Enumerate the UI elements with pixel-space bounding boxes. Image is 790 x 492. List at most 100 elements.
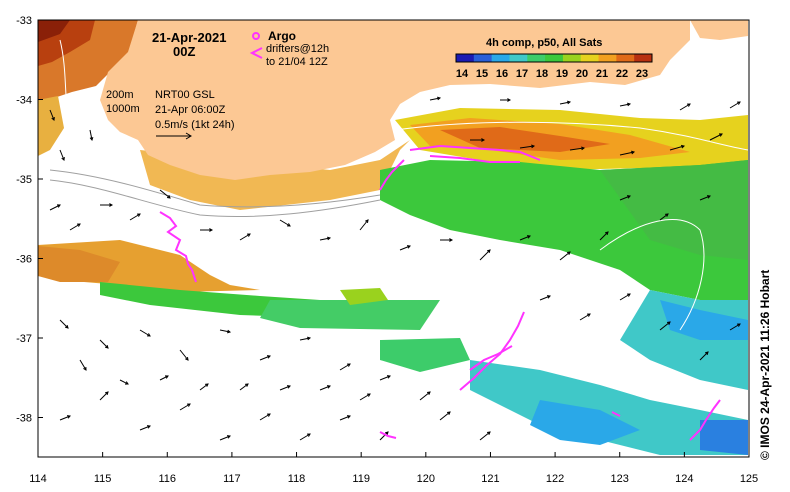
colorbar-tick-label: 14 [456, 68, 469, 80]
colorbar-tick-label: 18 [536, 68, 548, 80]
colorbar-swatch [509, 54, 528, 62]
colorbar-swatch [491, 54, 510, 62]
current-arrowhead [718, 133, 723, 137]
colorbar-swatch [562, 54, 582, 62]
current-arrowhead [704, 351, 709, 356]
current-arrowhead [626, 102, 632, 107]
x-axis: 114 115 116 117 118 119 120 121 122 123 124 125 [29, 452, 758, 485]
x-tick-label: 119 [352, 473, 370, 485]
argo-marker-icon [252, 32, 260, 40]
current-arrowhead [136, 213, 141, 217]
x-tick-label: 116 [158, 473, 176, 485]
current-arrowhead [436, 96, 442, 101]
current-arrowhead [449, 238, 454, 242]
current-arrowhead [64, 324, 69, 329]
x-tick-label: 118 [288, 473, 306, 485]
current-vectors [49, 96, 741, 441]
current-arrowhead [104, 391, 109, 396]
isobath-label-200: 200m [106, 89, 134, 101]
current-arrowhead [61, 156, 65, 161]
y-tick-label: -35 [16, 174, 32, 186]
drifter-track [379, 159, 405, 191]
current-arrowhead [680, 144, 686, 149]
current-arrowhead [546, 295, 551, 299]
current-arrowhead [185, 356, 189, 361]
map-frame [37, 19, 750, 458]
colorbar-swatch [580, 54, 600, 62]
drifter-track [379, 431, 397, 439]
colorbar-title: 4h comp, p50, All Sats [486, 37, 602, 49]
credit-text: © IMOS 24-Apr-2021 11:26 Hobart [758, 269, 772, 460]
current-arrowhead [266, 355, 271, 359]
scale-label: 0.5m/s (1kt 24h) [155, 119, 234, 131]
colorbar [455, 53, 653, 63]
current-arrowhead [104, 344, 109, 349]
current-arrowhead [346, 363, 351, 367]
y-tick-label: -33 [16, 15, 32, 27]
current-arrowhead [226, 435, 231, 439]
legend-argo-label: Argo [268, 29, 296, 43]
current-arrowhead [124, 381, 129, 385]
x-tick-label: 124 [675, 473, 693, 485]
current-arrowhead [486, 431, 491, 435]
colorbar-tick-label: 20 [576, 68, 588, 80]
drifter-track [159, 211, 197, 283]
current-arrowhead [486, 249, 491, 254]
colorbar-tick-label: 23 [636, 68, 648, 80]
isobath-label-1000: 1000m [106, 103, 140, 115]
x-tick-label: 123 [611, 473, 629, 485]
colorbar-tick-label: 22 [616, 68, 628, 80]
current-arrowhead [164, 375, 169, 379]
colorbar-tick-label: 17 [516, 68, 528, 80]
current-arrowhead [426, 391, 431, 395]
colorbar-swatch [456, 54, 475, 62]
current-arrowhead [51, 116, 55, 121]
current-arrowhead [204, 383, 209, 387]
current-arrowhead [626, 293, 631, 297]
current-arrowhead [109, 203, 114, 207]
current-arrowhead [626, 195, 631, 199]
x-tick-label: 115 [94, 473, 112, 485]
colorbar-swatch [634, 54, 653, 62]
colorbar-tick-label: 16 [496, 68, 508, 80]
current-arrowhead [244, 383, 249, 387]
current-arrowhead [166, 195, 171, 199]
colorbar-swatch [473, 54, 493, 62]
drifter-track [469, 345, 513, 371]
map-time: 00Z [173, 44, 195, 59]
current-arrowhead [706, 195, 711, 199]
current-arrowhead [286, 223, 291, 227]
current-arrowhead [630, 150, 636, 155]
drifter-tracks [159, 144, 721, 441]
y-tick-label: -37 [16, 333, 32, 345]
x-tick-label: 121 [481, 473, 499, 485]
map-date: 21-Apr-2021 [152, 30, 226, 45]
legend-drifters-label-2: to 21/04 12Z [266, 56, 328, 68]
current-arrowhead [146, 425, 151, 429]
current-arrowhead [384, 431, 389, 436]
current-arrowhead [306, 336, 312, 341]
current-arrowhead [736, 323, 741, 327]
drifter-track [611, 411, 621, 417]
colorbar-swatch [598, 54, 617, 62]
drifter-track [689, 399, 721, 441]
current-arrowhead [326, 236, 332, 241]
current-arrowhead [736, 101, 741, 105]
current-arrowhead [586, 313, 591, 317]
current-arrowhead [186, 403, 191, 407]
current-arrowhead [446, 411, 451, 415]
current-arrowhead [386, 375, 391, 379]
current-arrowhead [664, 213, 669, 217]
colorbar-swatch [616, 54, 635, 62]
colorbar-tick-label: 21 [596, 68, 608, 80]
colorbar-tick-label: 15 [476, 68, 488, 80]
current-arrowhead [326, 385, 331, 389]
x-tick-label: 122 [546, 473, 564, 485]
current-arrowhead [366, 393, 371, 397]
current-arrowhead [666, 321, 671, 325]
drifter-track [409, 144, 541, 161]
colorbar-tick-label: 19 [556, 68, 568, 80]
current-arrowhead [507, 98, 512, 102]
colorbar-ticks: 14 15 16 17 18 19 20 21 22 23 [456, 68, 648, 80]
